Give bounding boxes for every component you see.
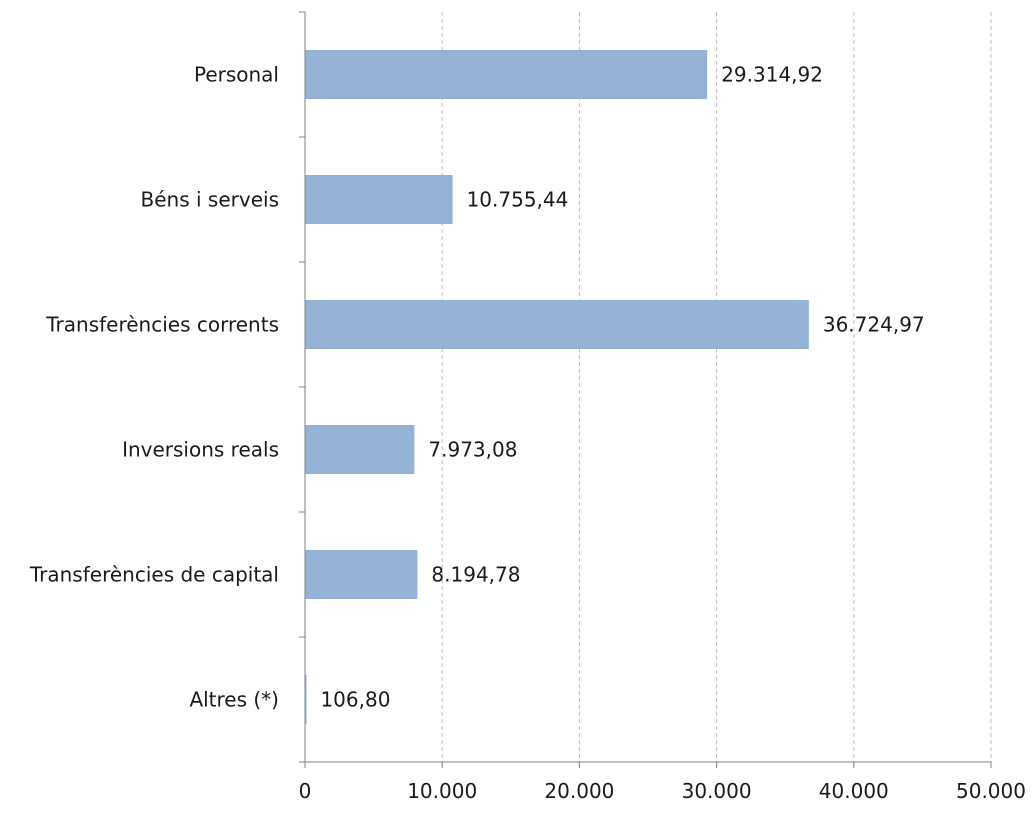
x-tick-label-1: 10.000 — [407, 779, 477, 803]
category-label-0: Personal — [194, 63, 279, 87]
x-tick-label-2: 20.000 — [544, 779, 614, 803]
bar-4 — [305, 550, 418, 599]
x-tick-label-5: 50.000 — [956, 779, 1026, 803]
bar-1 — [305, 175, 453, 224]
category-label-5: Altres (*) — [189, 688, 279, 712]
labels: Personal 29.314,92 Béns i serveis 10.755,44… — [29, 63, 1026, 804]
category-label-4: Transferències de capital — [29, 563, 279, 587]
data-label-3: 7.973,08 — [428, 438, 517, 462]
data-label-1: 10.755,44 — [467, 188, 569, 212]
data-label-5: 106,80 — [320, 688, 390, 712]
bar-3 — [305, 425, 415, 474]
data-label-2: 36.724,97 — [823, 313, 925, 337]
bar-0 — [305, 50, 708, 99]
data-label-0: 29.314,92 — [721, 63, 823, 87]
bars — [305, 50, 809, 724]
data-label-4: 8.194,78 — [431, 563, 520, 587]
bar-2 — [305, 300, 809, 349]
category-label-1: Béns i serveis — [141, 188, 279, 212]
x-tick-label-4: 40.000 — [819, 779, 889, 803]
gridlines — [441, 12, 992, 762]
category-label-2: Transferències corrents — [45, 313, 279, 337]
axes — [299, 11, 992, 768]
x-tick-label-0: 0 — [299, 779, 312, 803]
category-label-3: Inversions reals — [122, 438, 279, 462]
bar-5 — [305, 675, 307, 724]
x-tick-label-3: 30.000 — [682, 779, 752, 803]
